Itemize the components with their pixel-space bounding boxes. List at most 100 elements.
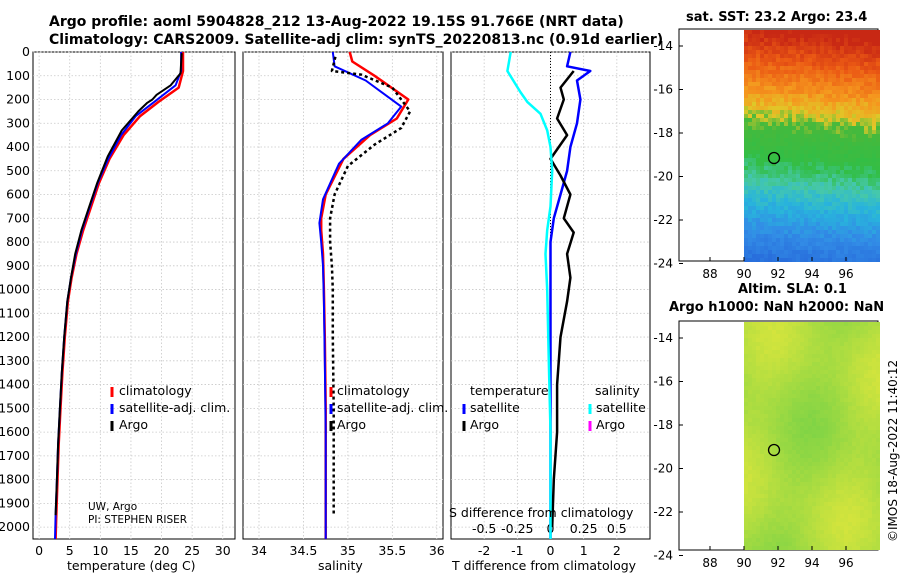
map-cell <box>744 218 748 222</box>
map-cell <box>832 58 836 62</box>
map-cell <box>808 70 812 74</box>
map-cell <box>760 58 764 62</box>
map-cell <box>868 50 872 54</box>
map-cell <box>760 50 764 54</box>
map-cell <box>808 130 812 134</box>
map-cell <box>752 74 756 78</box>
map-cell <box>860 250 864 254</box>
map-cell <box>792 534 796 538</box>
map-cell <box>856 198 860 202</box>
map-cell <box>792 462 796 466</box>
map-cell <box>768 350 772 354</box>
x-tick-label: 25 <box>184 543 200 558</box>
map-cell <box>764 202 768 206</box>
map-cell <box>860 214 864 218</box>
map-cell <box>748 394 752 398</box>
map-cell <box>812 526 816 530</box>
map-cell <box>812 422 816 426</box>
map-cell <box>828 494 832 498</box>
map-cell <box>748 238 752 242</box>
map-cell <box>840 94 844 98</box>
map-cell <box>792 190 796 194</box>
map-cell <box>868 518 872 522</box>
map-cell <box>752 538 756 542</box>
map-cell <box>800 486 804 490</box>
map-cell <box>812 206 816 210</box>
map-cell <box>832 206 836 210</box>
map-cell <box>764 506 768 510</box>
map-cell <box>872 350 876 354</box>
map-cell <box>848 426 852 430</box>
lat-tick-label: -18 <box>653 418 673 432</box>
map-cell <box>816 486 820 490</box>
map-cell <box>840 542 844 546</box>
map-cell <box>764 434 768 438</box>
map-cell <box>848 46 852 50</box>
map-cell <box>824 170 828 174</box>
map-cell <box>744 34 748 38</box>
map-cell <box>772 386 776 390</box>
map-cell <box>876 42 880 46</box>
map-cell <box>856 342 860 346</box>
map-cell <box>760 94 764 98</box>
map-cell <box>788 166 792 170</box>
map-cell <box>848 222 852 226</box>
map-cell <box>852 250 856 254</box>
map-cell <box>788 422 792 426</box>
map-cell <box>820 334 824 338</box>
map-cell <box>788 474 792 478</box>
map-cell <box>776 342 780 346</box>
map-cell <box>848 370 852 374</box>
map-cell <box>856 218 860 222</box>
map-cell <box>876 530 880 534</box>
map-cell <box>836 514 840 518</box>
map-cell <box>752 58 756 62</box>
map-cell <box>864 234 868 238</box>
map-cell <box>768 142 772 146</box>
map-cell <box>836 30 840 34</box>
map-cell <box>848 62 852 66</box>
lat-tick-label: -22 <box>653 213 673 227</box>
map-cell <box>760 506 764 510</box>
map-cell <box>864 174 868 178</box>
map-cell <box>812 222 816 226</box>
map-cell <box>808 194 812 198</box>
map-cell <box>748 410 752 414</box>
map-cell <box>776 70 780 74</box>
map-cell <box>832 374 836 378</box>
map-cell <box>852 462 856 466</box>
map-cell <box>864 374 868 378</box>
map-cell <box>824 74 828 78</box>
map-cell <box>836 366 840 370</box>
map-cell <box>840 514 844 518</box>
map-cell <box>852 54 856 58</box>
map-cell <box>824 206 828 210</box>
map-cell <box>752 438 756 442</box>
map-cell <box>796 354 800 358</box>
map-cell <box>836 202 840 206</box>
map-cell <box>856 230 860 234</box>
map-cell <box>872 434 876 438</box>
map-cell <box>844 214 848 218</box>
map-cell <box>856 254 860 258</box>
map-cell <box>768 30 772 34</box>
map-cell <box>808 490 812 494</box>
map-cell <box>764 146 768 150</box>
map-cell <box>828 410 832 414</box>
map-cell <box>744 422 748 426</box>
map-cell <box>808 410 812 414</box>
map-cell <box>844 34 848 38</box>
map-cell <box>780 454 784 458</box>
map-cell <box>780 66 784 70</box>
map-cell <box>848 150 852 154</box>
map-cell <box>820 50 824 54</box>
map-cell <box>872 42 876 46</box>
map-cell <box>840 482 844 486</box>
map-cell <box>808 102 812 106</box>
map-cell <box>768 210 772 214</box>
map-cell <box>752 146 756 150</box>
map-cell <box>752 358 756 362</box>
map-cell <box>816 50 820 54</box>
map-cell <box>844 362 848 366</box>
map-cell <box>840 258 844 262</box>
